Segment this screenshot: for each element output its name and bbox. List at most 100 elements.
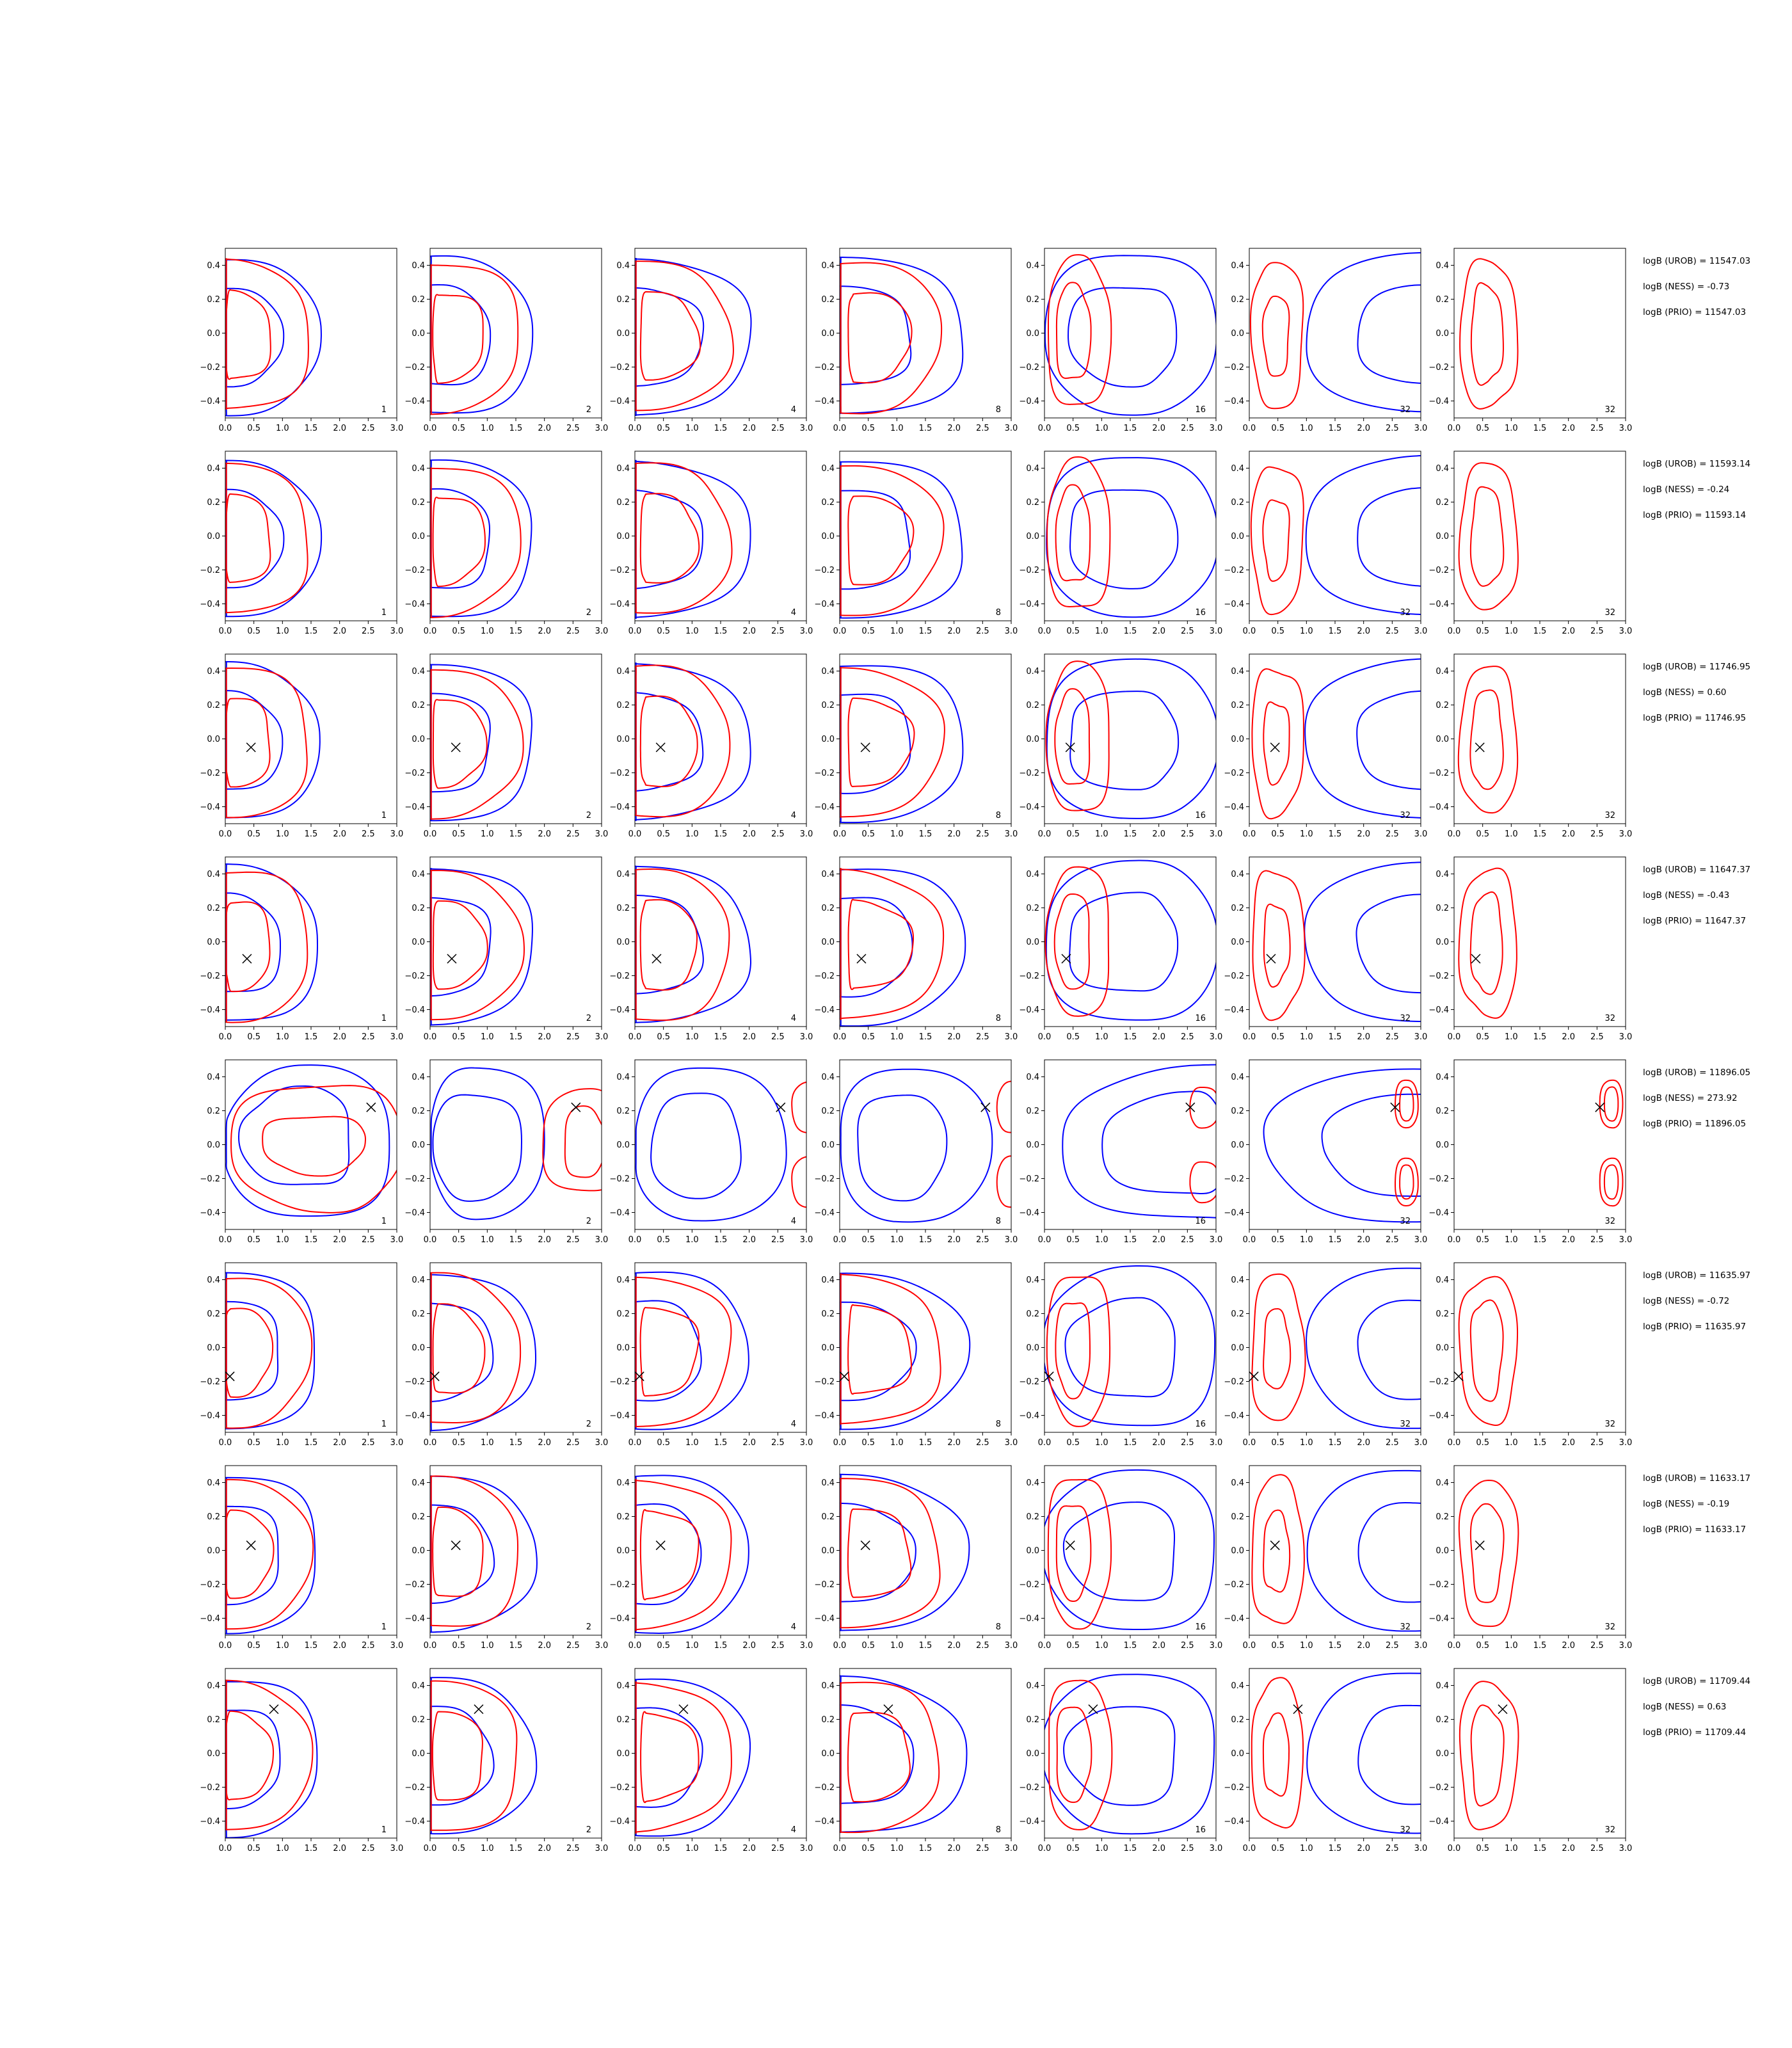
y-tick-label: 0.2 [616,701,630,710]
x-tick-label: 1.5 [1533,1438,1547,1448]
x-tick-label: 3.0 [1414,1641,1428,1651]
y-tick-label: 0.2 [616,1309,630,1319]
y-tick-label: −0.4 [814,1614,835,1624]
x-tick-label: 0.0 [628,1235,642,1245]
x-tick-label: 3.0 [1210,1844,1223,1853]
y-tick-label: −0.4 [200,600,220,609]
blue-contour-line [840,1301,917,1402]
y-tick-label: 0.4 [412,1681,425,1691]
x-tick-label: 3.0 [595,1641,609,1651]
x-marker [776,1102,786,1112]
x-tick-label: 0.5 [1066,1438,1080,1448]
x-tick-label: 1.0 [1300,1641,1313,1651]
x-tick-label: 0.0 [1038,627,1052,636]
y-tick-label: −0.2 [1224,1377,1244,1387]
x-tick-label: 0.5 [452,1641,465,1651]
blue-contour-line [840,1502,916,1603]
y-tick-label: −0.2 [200,566,220,575]
axes-frame [634,451,807,621]
red-contour-line [1046,1276,1111,1427]
x-tick-label: 0.0 [1038,1235,1052,1245]
y-tick-label: 0.4 [412,870,425,879]
y-tick-label: −0.2 [200,1783,220,1793]
y-tick-label: 0.2 [616,904,630,913]
x-tick-label: 0.5 [1271,424,1284,433]
panel: 0.0 0.5 1.0 1.5 2.0 2.5 3.0 −0.4 −0.2 0.0 0.2 0.4 8 [814,1262,1018,1448]
panel: 0.0 0.5 1.0 1.5 2.0 2.5 3.0 −0.4 −0.2 0.0 0.2 0.4 1 [200,248,403,433]
blue-contour-line [1101,1091,1216,1195]
y-tick-label: 0.2 [207,498,220,508]
x-tick-label: 2.5 [1181,1641,1194,1651]
y-tick-label: 0.4 [1026,1276,1039,1285]
x-tick-label: 2.5 [566,424,580,433]
logb-annotation: logB (UROB) = 11633.17 [1643,1473,1750,1484]
red-contour-line [1603,1086,1619,1122]
y-tick-label: 0.0 [1026,1140,1039,1150]
x-tick-label: 3.0 [1005,1438,1018,1448]
x-tick-label: 1.5 [509,1032,523,1042]
x-tick-label: 0.5 [861,424,875,433]
y-tick-label: −0.4 [1019,1817,1039,1827]
x-tick-label: 0.5 [247,627,260,636]
red-contour-line [1048,1679,1113,1830]
y-tick-label: 0.2 [1436,904,1449,913]
x-marker [571,1102,581,1112]
x-tick-label: 2.0 [947,627,961,636]
x-tick-label: 3.0 [1005,1032,1018,1042]
y-tick-label: 0.2 [412,1107,425,1116]
x-tick-label: 3.0 [390,424,404,433]
red-contour-line [847,1508,912,1598]
blue-contour-line [1357,284,1421,384]
x-marker [242,954,252,964]
red-contour-line [1458,1276,1519,1427]
red-contour-line [225,871,308,1023]
y-tick-label: −0.2 [404,1783,425,1793]
axes-frame [429,1262,602,1433]
axes-frame [1453,1465,1626,1636]
logb-annotation: logB (UROB) = 11635.97 [1643,1270,1750,1281]
red-contour-line [640,1711,700,1804]
panel-level-label: 16 [1195,811,1206,820]
x-tick-label: 0.0 [424,1844,437,1853]
panel-level-label: 1 [381,1825,387,1835]
x-tick-label: 2.5 [1386,627,1399,636]
blue-contour-line [840,1675,968,1834]
axes-frame [225,1262,397,1433]
red-contour-line [1251,1474,1305,1624]
blue-contour-line [1263,1068,1421,1223]
y-tick-label: −0.2 [814,566,835,575]
contour-group [1046,456,1216,618]
x-tick-label: 2.5 [1181,1438,1194,1448]
x-tick-label: 2.5 [362,829,375,839]
contour-group [635,1475,749,1634]
x-tick-label: 3.0 [1005,1844,1018,1853]
x-tick-label: 1.5 [1124,424,1137,433]
x-marker [839,1372,849,1382]
blue-contour-line [225,1064,390,1217]
y-tick-label: 0.0 [1436,1140,1449,1150]
red-contour-line [1469,1299,1504,1402]
panel-level-label: 4 [791,1622,796,1632]
red-contour-line [1047,254,1112,405]
x-tick-label: 1.5 [919,627,932,636]
x-tick-label: 1.0 [1095,627,1108,636]
y-tick-label: −0.4 [814,1005,835,1015]
x-tick-label: 3.0 [1210,1032,1223,1042]
panel-level-label: 32 [1604,1622,1615,1632]
x-tick-label: 1.5 [509,1641,523,1651]
y-tick-label: 0.2 [616,1715,630,1725]
axes-frame [839,451,1012,621]
y-tick-label: −0.2 [609,363,630,372]
y-tick-label: 0.4 [1436,1478,1449,1488]
y-tick-label: −0.4 [1428,1614,1449,1624]
panel: 0.0 0.5 1.0 1.5 2.0 2.5 3.0 −0.4 −0.2 0.0 0.2 0.4 2 [404,1668,608,1853]
panel-level-label: 1 [381,405,387,415]
x-tick-label: 3.0 [1005,1641,1018,1651]
x-tick-label: 0.0 [833,829,847,839]
contour-group [225,258,322,417]
y-tick-label: 0.2 [1436,1309,1449,1319]
y-tick-label: 0.4 [1026,870,1039,879]
x-tick-label: 1.0 [481,1438,494,1448]
y-tick-label: −0.2 [1224,566,1244,575]
axes-frame [839,1059,1012,1230]
